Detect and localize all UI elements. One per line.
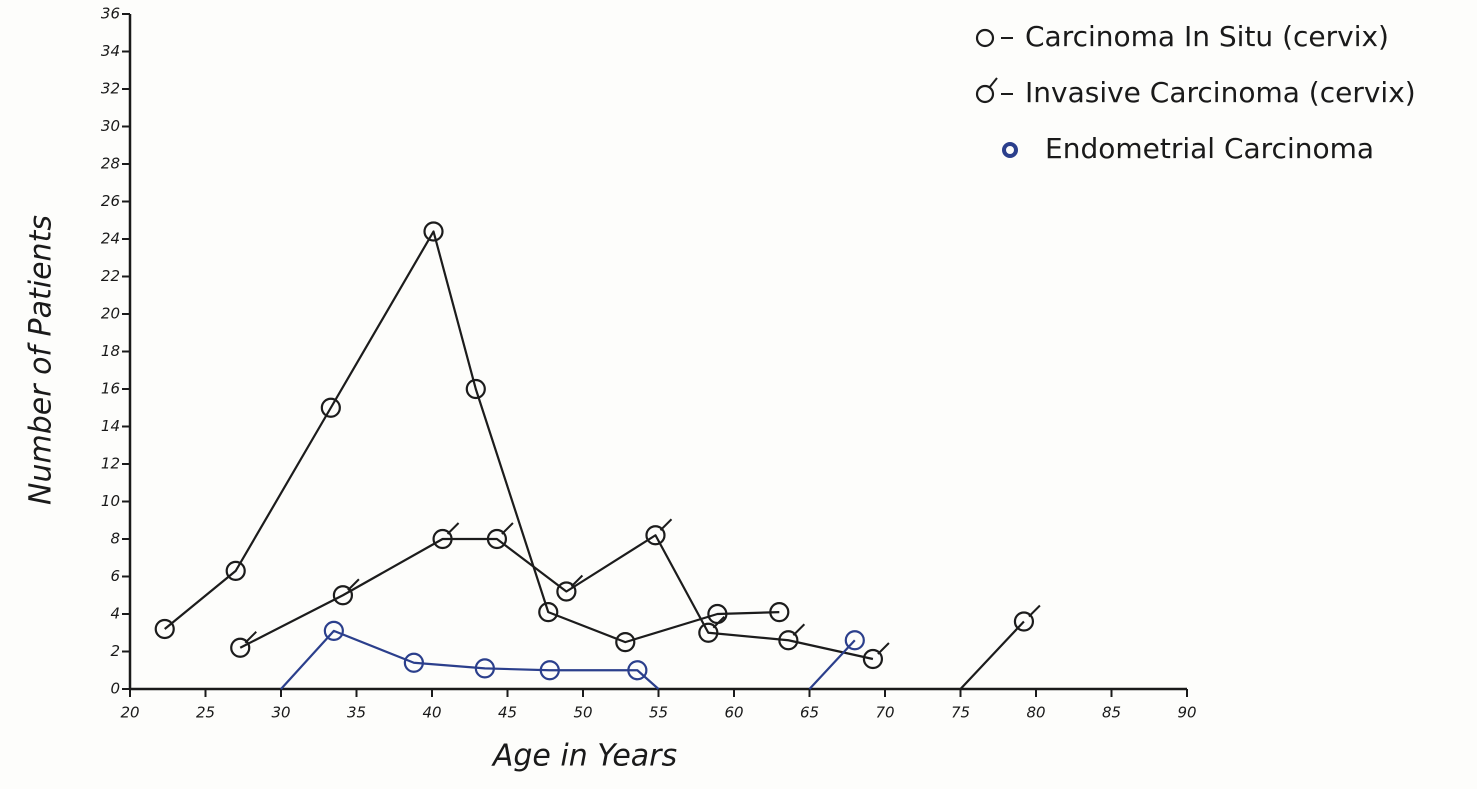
y-tick-label: 32 bbox=[101, 80, 120, 98]
point-tick bbox=[793, 624, 804, 635]
legend-marker-tick bbox=[989, 78, 997, 88]
legend-marker bbox=[1004, 144, 1016, 156]
x-tick-label: 45 bbox=[498, 704, 517, 722]
series-line bbox=[240, 535, 1024, 689]
x-tick-label: 75 bbox=[951, 704, 970, 722]
y-tick-label: 22 bbox=[101, 267, 120, 285]
x-tick-label: 70 bbox=[875, 704, 894, 722]
point-tick bbox=[502, 523, 513, 534]
y-tick-label: 30 bbox=[101, 117, 120, 135]
x-tick-label: 40 bbox=[422, 704, 441, 722]
y-tick-label: 0 bbox=[110, 680, 120, 698]
x-tick-label: 65 bbox=[800, 704, 819, 722]
legend-label: Invasive Carcinoma (cervix) bbox=[1025, 76, 1416, 109]
y-tick-label: 26 bbox=[101, 192, 120, 210]
x-tick-label: 60 bbox=[724, 704, 743, 722]
y-tick-label: 34 bbox=[101, 42, 120, 60]
x-tick-label: 50 bbox=[573, 704, 592, 722]
y-tick-label: 10 bbox=[101, 492, 120, 510]
y-tick-label: 36 bbox=[101, 5, 120, 23]
chart: Age in Years Number of Patients 02468101… bbox=[0, 0, 1477, 789]
y-tick-label: 6 bbox=[110, 567, 120, 585]
x-axis-title: Age in Years bbox=[491, 739, 677, 774]
series-line bbox=[165, 232, 780, 643]
x-tick-label: 80 bbox=[1026, 704, 1045, 722]
x-tick-label: 20 bbox=[120, 704, 139, 722]
x-tick-label: 85 bbox=[1102, 704, 1121, 722]
y-tick-label: 24 bbox=[101, 230, 120, 248]
point-tick bbox=[878, 643, 889, 654]
point-tick bbox=[660, 519, 671, 530]
y-tick-label: 18 bbox=[101, 342, 120, 360]
page: {"chart_data": { "type": "line", "xlabel… bbox=[0, 0, 1477, 789]
legend-label: Carcinoma In Situ (cervix) bbox=[1025, 20, 1389, 53]
y-axis-title: Number of Patients bbox=[24, 215, 59, 505]
y-tick-label: 28 bbox=[101, 155, 120, 173]
y-tick-label: 4 bbox=[110, 605, 120, 623]
x-tick-label: 25 bbox=[196, 704, 215, 722]
point-tick bbox=[1029, 606, 1040, 617]
x-tick-label: 55 bbox=[649, 704, 668, 722]
x-tick-label: 35 bbox=[347, 704, 366, 722]
y-tick-label: 16 bbox=[101, 380, 120, 398]
y-tick-label: 14 bbox=[101, 417, 120, 435]
point-tick bbox=[448, 523, 459, 534]
x-tick-label: 90 bbox=[1177, 704, 1196, 722]
y-tick-label: 8 bbox=[110, 530, 120, 548]
series-line bbox=[281, 631, 855, 689]
y-tick-label: 20 bbox=[101, 305, 120, 323]
legend-marker bbox=[977, 30, 993, 46]
legend-marker bbox=[977, 86, 993, 102]
y-tick-label: 12 bbox=[101, 455, 120, 473]
x-tick-label: 30 bbox=[271, 704, 290, 722]
y-tick-label: 2 bbox=[110, 642, 120, 660]
legend-label: Endometrial Carcinoma bbox=[1045, 132, 1374, 165]
